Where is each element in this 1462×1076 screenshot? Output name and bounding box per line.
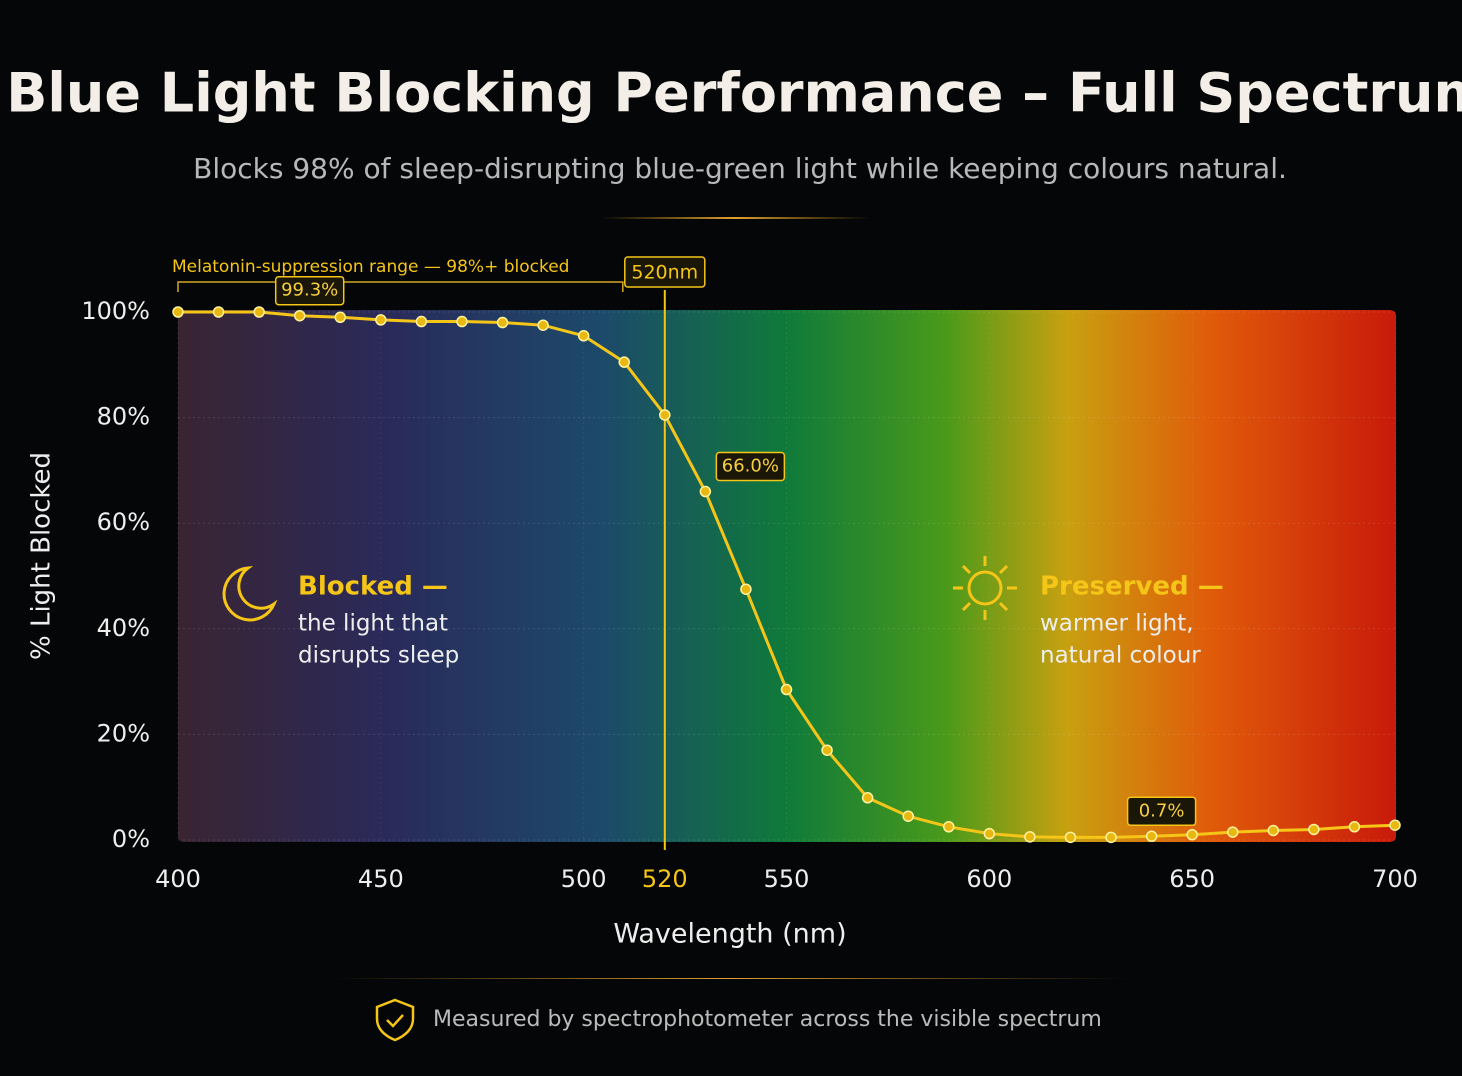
blocked-title: Blocked — bbox=[298, 572, 448, 602]
blocked-text: disrupts sleep bbox=[298, 643, 459, 669]
data-point bbox=[659, 409, 671, 421]
value-label: 99.3% bbox=[281, 280, 338, 301]
data-point bbox=[1308, 823, 1320, 836]
data-point bbox=[577, 330, 590, 342]
chart-title: Blue Light Blocking Performance – Full S… bbox=[6, 62, 1462, 125]
moon-icon bbox=[222, 566, 278, 622]
preserved-note: Preserved — warmer light, natural colour bbox=[953, 556, 1224, 669]
data-point bbox=[172, 306, 184, 318]
preserved-text: warmer light, bbox=[1040, 611, 1194, 637]
marker-box bbox=[624, 256, 706, 288]
data-point bbox=[293, 309, 306, 322]
x-tick-label: 520 bbox=[642, 865, 688, 893]
value-label-box bbox=[1126, 796, 1197, 827]
data-point bbox=[902, 810, 914, 822]
data-point bbox=[253, 306, 265, 318]
data-point bbox=[780, 683, 793, 696]
data-point bbox=[1186, 828, 1198, 841]
data-point bbox=[1389, 819, 1401, 831]
data-point bbox=[1348, 821, 1361, 833]
data-point bbox=[1105, 831, 1117, 844]
data-point bbox=[1226, 826, 1239, 838]
x-tick-label: 400 bbox=[155, 865, 201, 893]
data-point bbox=[1145, 830, 1158, 843]
preserved-title: Preserved — bbox=[1040, 572, 1224, 602]
x-tick-label: 650 bbox=[1169, 865, 1215, 893]
x-tick-label: 700 bbox=[1372, 865, 1418, 893]
marker-label: 520nm bbox=[631, 262, 698, 284]
data-point bbox=[618, 356, 630, 368]
data-point bbox=[1267, 824, 1280, 837]
x-tick-label: 500 bbox=[561, 865, 607, 893]
y-tick-label: 40% bbox=[97, 614, 150, 642]
data-point bbox=[983, 827, 996, 840]
y-tick-label: 0% bbox=[112, 825, 150, 853]
y-tick-label: 20% bbox=[97, 719, 150, 747]
x-axis-label: Wavelength (nm) bbox=[613, 919, 846, 950]
value-label: 66.0% bbox=[722, 456, 779, 477]
y-tick-label: 80% bbox=[97, 403, 150, 431]
data-point bbox=[1064, 831, 1077, 844]
divider bbox=[330, 978, 1130, 979]
data-point bbox=[375, 314, 387, 326]
value-label-box bbox=[715, 451, 786, 482]
divider bbox=[600, 217, 870, 219]
shield-icon bbox=[375, 998, 415, 1042]
data-point bbox=[537, 319, 549, 331]
y-axis-label: % Light Blocked bbox=[27, 452, 57, 660]
x-tick-label: 550 bbox=[764, 865, 810, 893]
data-point bbox=[415, 315, 428, 328]
data-point bbox=[740, 583, 752, 595]
data-point bbox=[821, 744, 833, 756]
data-point bbox=[456, 315, 468, 328]
x-tick-label: 450 bbox=[358, 865, 404, 893]
data-point bbox=[334, 311, 347, 324]
value-label: 0.7% bbox=[1139, 800, 1185, 821]
y-tick-label: 60% bbox=[97, 508, 150, 536]
range-annotation: Melatonin-suppression range — 98%+ block… bbox=[172, 257, 569, 277]
sun-icon bbox=[953, 556, 1017, 620]
value-label-box bbox=[274, 275, 345, 306]
data-point bbox=[212, 306, 225, 318]
data-point bbox=[861, 792, 874, 804]
check-icon bbox=[386, 1014, 404, 1028]
range-bracket bbox=[177, 281, 624, 292]
plot-background bbox=[178, 310, 1396, 842]
x-tick-label: 600 bbox=[966, 865, 1012, 893]
data-point bbox=[1024, 831, 1036, 843]
blocked-text: the light that bbox=[298, 611, 448, 637]
preserved-text: natural colour bbox=[1040, 643, 1201, 669]
subtitle: Blocks 98% of sleep-disrupting blue-gree… bbox=[193, 152, 1287, 185]
y-tick-label: 100% bbox=[81, 297, 150, 325]
blocked-note: Blocked — the light that disrupts sleep bbox=[222, 566, 459, 669]
data-point bbox=[496, 316, 509, 329]
data-point bbox=[943, 821, 955, 833]
data-point bbox=[699, 485, 712, 498]
footer: Measured by spectrophotometer across the… bbox=[433, 1007, 1102, 1032]
